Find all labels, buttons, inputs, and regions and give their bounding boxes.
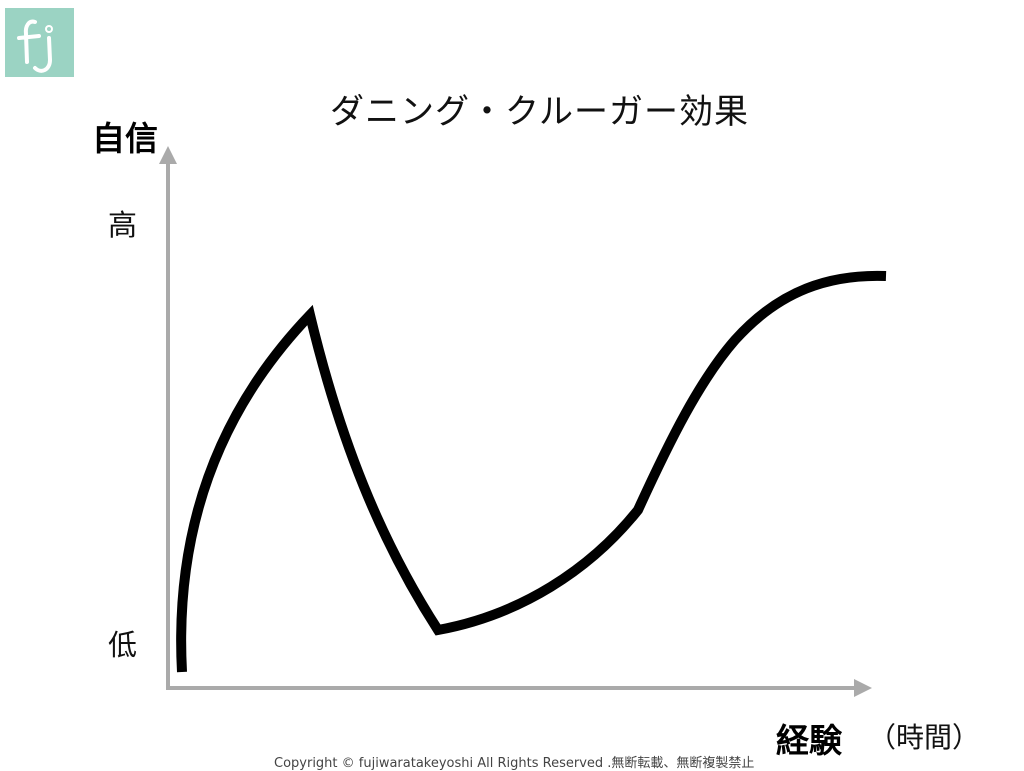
y-axis-low-label: 低 xyxy=(108,628,138,662)
diagram-title: ダニング・クルーガー効果 xyxy=(330,92,749,132)
y-axis-label: 自信 xyxy=(92,119,158,158)
confidence-curve xyxy=(176,270,887,673)
y-axis-arrowhead xyxy=(159,146,177,164)
x-axis-unit: （時間） xyxy=(868,721,981,754)
x-axis-label: 経験 xyxy=(776,721,842,760)
logo xyxy=(5,8,74,77)
fj-logo-icon xyxy=(17,19,53,73)
y-axis-high-label: 高 xyxy=(108,208,138,242)
x-axis-arrowhead xyxy=(854,679,872,697)
copyright: Copyright © fujiwaratakeyoshi All Rights… xyxy=(274,756,755,771)
